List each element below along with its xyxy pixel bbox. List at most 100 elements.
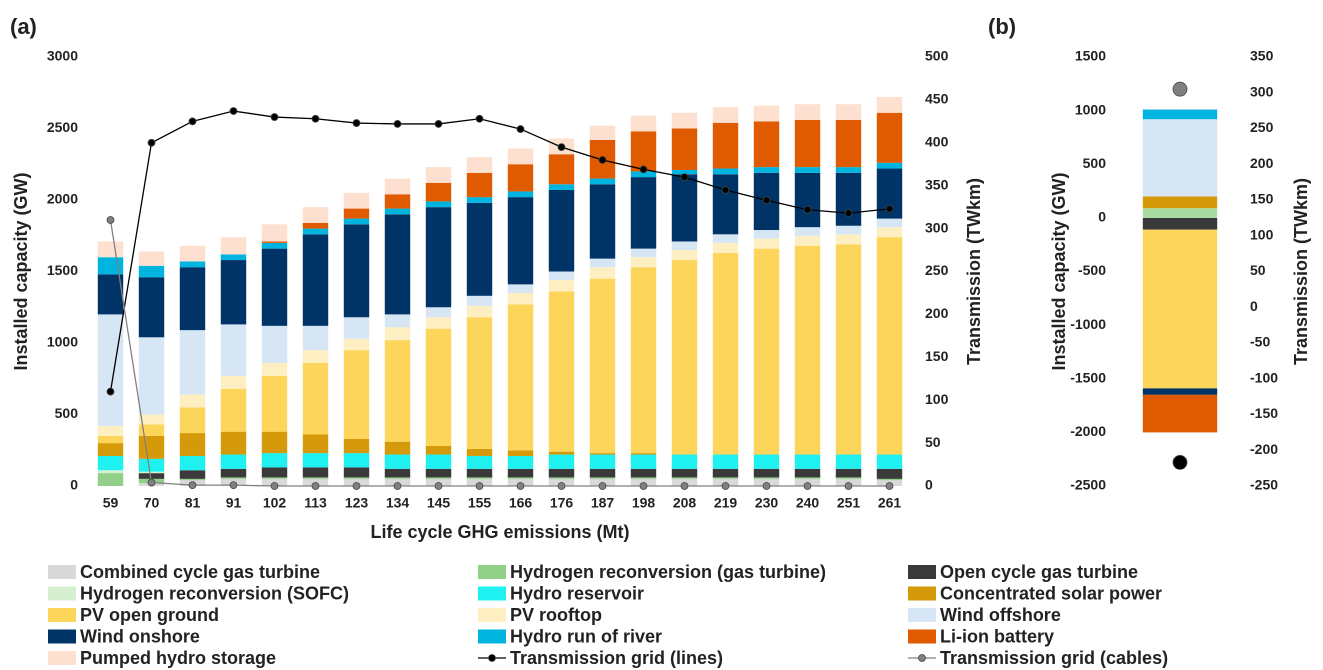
bar-segment	[835, 119, 862, 168]
bar-segment	[466, 157, 493, 173]
bar-segment	[630, 477, 657, 479]
bar-segment	[343, 317, 370, 339]
line-marker	[803, 482, 812, 490]
bar-segment	[179, 470, 206, 479]
bar-segment	[671, 260, 698, 455]
line-marker	[106, 387, 115, 396]
bar-segment	[712, 242, 739, 253]
bar-segment	[220, 254, 247, 261]
panel-label: (b)	[988, 14, 1016, 39]
bar-segment	[302, 434, 329, 454]
bar-segment	[384, 327, 411, 341]
y2-tick-label: 150	[1250, 191, 1274, 207]
legend-label: Hydrogen reconversion (gas turbine)	[510, 562, 826, 582]
legend-label: Open cycle gas turbine	[940, 562, 1138, 582]
y-tick-label: -500	[1078, 262, 1106, 278]
x-tick-label: 230	[755, 495, 779, 511]
bar-segment	[794, 172, 821, 228]
line-marker	[598, 156, 607, 164]
bar-segment	[671, 468, 698, 478]
bar-segment	[671, 128, 698, 170]
x-tick-label: 261	[878, 495, 902, 511]
y2-tick-label: 250	[1250, 119, 1274, 135]
bar-segment	[712, 174, 739, 235]
bar-segment	[138, 337, 165, 415]
line-marker	[680, 173, 689, 182]
legend-swatch	[908, 608, 936, 622]
bar-segment	[384, 178, 411, 195]
bar-segment	[589, 453, 616, 455]
y2-axis-label: Transmission (TWkm)	[1291, 178, 1311, 365]
bar-segment	[425, 328, 452, 446]
bar-segment	[179, 478, 206, 481]
line-marker	[885, 482, 894, 490]
x-tick-label: 198	[632, 495, 656, 511]
line-marker	[106, 216, 115, 224]
bar-segment	[835, 454, 862, 469]
y2-tick-label: 450	[925, 91, 949, 107]
bar-segment	[589, 178, 616, 185]
y-tick-label: -2000	[1070, 423, 1106, 439]
line-marker	[639, 165, 648, 174]
x-tick-label: 123	[345, 495, 369, 511]
bar-segment	[466, 477, 493, 479]
bar-segment	[97, 443, 124, 456]
bar-segment	[343, 218, 370, 225]
bar-segment	[712, 122, 739, 169]
bar-segment	[507, 164, 534, 192]
x-tick-label: 145	[427, 495, 451, 511]
x-tick-label: 113	[304, 495, 327, 511]
y2-tick-label: -150	[1250, 405, 1278, 421]
line-marker	[885, 204, 894, 213]
bar-segment	[138, 251, 165, 266]
bar-segment	[97, 241, 124, 258]
legend-label: Wind onshore	[80, 626, 200, 646]
x-tick-label: 91	[226, 495, 242, 511]
bar-segment	[794, 167, 821, 173]
bar-segment	[343, 224, 370, 318]
bar-segment	[630, 248, 657, 258]
bar-segment	[1142, 196, 1218, 209]
line-marker	[721, 186, 730, 194]
bar-segment	[671, 174, 698, 242]
bar-segment	[179, 245, 206, 262]
y2-tick-label: 0	[1250, 298, 1258, 314]
line-marker	[147, 138, 156, 147]
bar-segment	[425, 307, 452, 318]
bar-segment	[302, 325, 329, 351]
y-tick-label: 2500	[47, 119, 78, 135]
bar-segment	[97, 274, 124, 315]
y2-tick-label: 250	[925, 262, 949, 278]
line-marker	[1172, 455, 1188, 470]
bar-segment	[548, 271, 575, 281]
y2-tick-label: 200	[925, 305, 949, 321]
legend-swatch	[908, 586, 936, 601]
bar-segment	[425, 317, 452, 329]
line-marker	[352, 119, 361, 127]
y-tick-label: 0	[70, 477, 78, 493]
bar-segment	[466, 202, 493, 296]
bar-segment	[179, 330, 206, 395]
line-marker	[434, 120, 443, 128]
line-marker	[229, 481, 238, 490]
y-tick-label: -1500	[1070, 369, 1106, 385]
legend-label: Wind offshore	[940, 605, 1061, 625]
y2-tick-label: 350	[1250, 48, 1274, 64]
bar-segment	[753, 477, 780, 479]
legend-label: Combined cycle gas turbine	[80, 562, 320, 582]
bar-segment	[876, 112, 903, 163]
bar-segment	[220, 324, 247, 376]
bar-segment	[179, 267, 206, 331]
legend-marker	[488, 654, 496, 662]
legend-label: PV open ground	[80, 605, 219, 625]
legend-swatch	[48, 586, 76, 601]
bar-segment	[138, 473, 165, 479]
line-marker	[844, 482, 853, 490]
y2-tick-label: 50	[1250, 262, 1266, 278]
y-tick-label: -1000	[1070, 316, 1106, 332]
bar-segment	[138, 424, 165, 436]
line-marker	[844, 209, 853, 218]
bar-segment	[630, 468, 657, 478]
bar-segment	[302, 228, 329, 235]
